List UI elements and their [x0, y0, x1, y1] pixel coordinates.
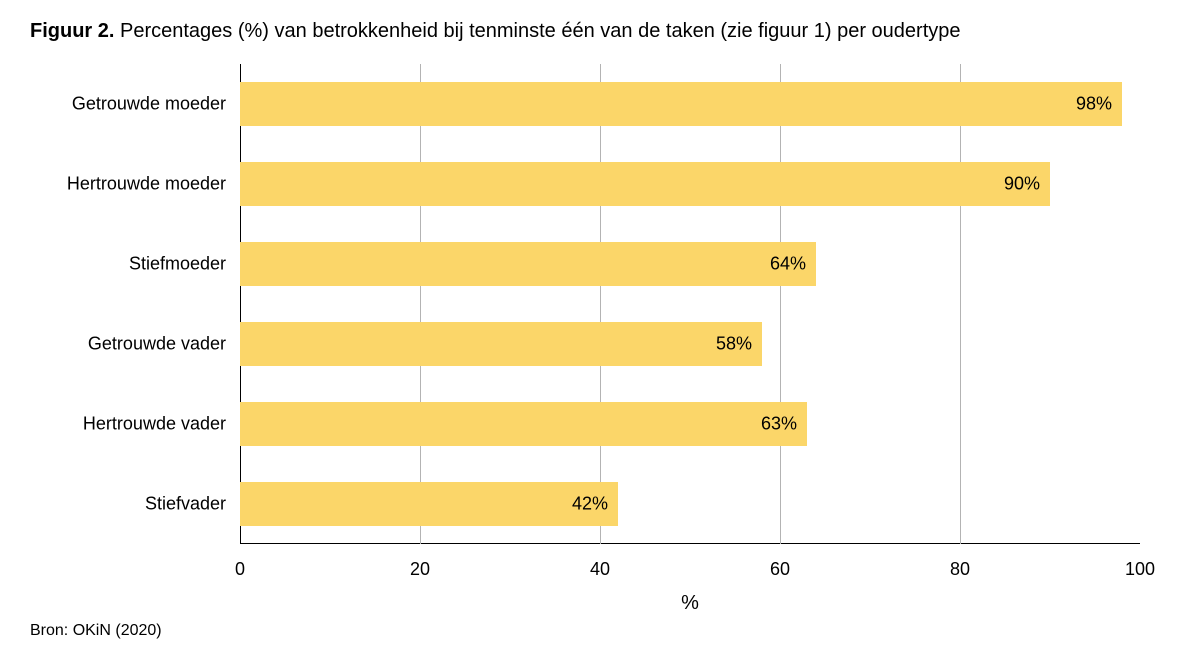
- category-label: Stiefmoeder: [129, 254, 226, 275]
- x-axis-title: %: [240, 592, 1140, 615]
- bar-value-label: 58%: [716, 334, 752, 355]
- bar: 98%: [240, 82, 1122, 126]
- x-tick-label: 40: [590, 559, 610, 580]
- bar-value-label: 90%: [1004, 174, 1040, 195]
- x-tick-label: 0: [235, 559, 245, 580]
- figure-title-prefix: Figuur 2.: [30, 20, 114, 42]
- bar: 90%: [240, 162, 1050, 206]
- bar: 63%: [240, 402, 807, 446]
- chart: 020406080100Getrouwde moeder98%Hertrouwd…: [30, 64, 1170, 544]
- grid-line: [600, 64, 601, 544]
- x-axis-line: [240, 543, 1140, 544]
- category-label: Getrouwde vader: [88, 334, 226, 355]
- source-text: Bron: OKiN (2020): [30, 622, 162, 640]
- grid-line: [960, 64, 961, 544]
- x-tick-label: 60: [770, 559, 790, 580]
- y-axis-line: [240, 64, 241, 544]
- x-tick-label: 80: [950, 559, 970, 580]
- category-label: Hertrouwde moeder: [67, 174, 226, 195]
- bar: 42%: [240, 482, 618, 526]
- figure-title: Figuur 2. Percentages (%) van betrokkenh…: [30, 18, 1170, 44]
- bar-value-label: 63%: [761, 414, 797, 435]
- bar: 58%: [240, 322, 762, 366]
- figure-title-text: Percentages (%) van betrokkenheid bij te…: [114, 20, 960, 42]
- x-tick-label: 20: [410, 559, 430, 580]
- bar-value-label: 64%: [770, 254, 806, 275]
- plot-area: 020406080100Getrouwde moeder98%Hertrouwd…: [240, 64, 1140, 544]
- grid-line: [780, 64, 781, 544]
- category-label: Hertrouwde vader: [83, 414, 226, 435]
- figure-container: Figuur 2. Percentages (%) van betrokkenh…: [0, 0, 1200, 652]
- category-label: Getrouwde moeder: [72, 93, 226, 114]
- x-tick-label: 100: [1125, 559, 1155, 580]
- category-label: Stiefvader: [145, 494, 226, 515]
- bar-value-label: 98%: [1076, 93, 1112, 114]
- grid-line: [420, 64, 421, 544]
- bar: 64%: [240, 242, 816, 286]
- bar-value-label: 42%: [572, 494, 608, 515]
